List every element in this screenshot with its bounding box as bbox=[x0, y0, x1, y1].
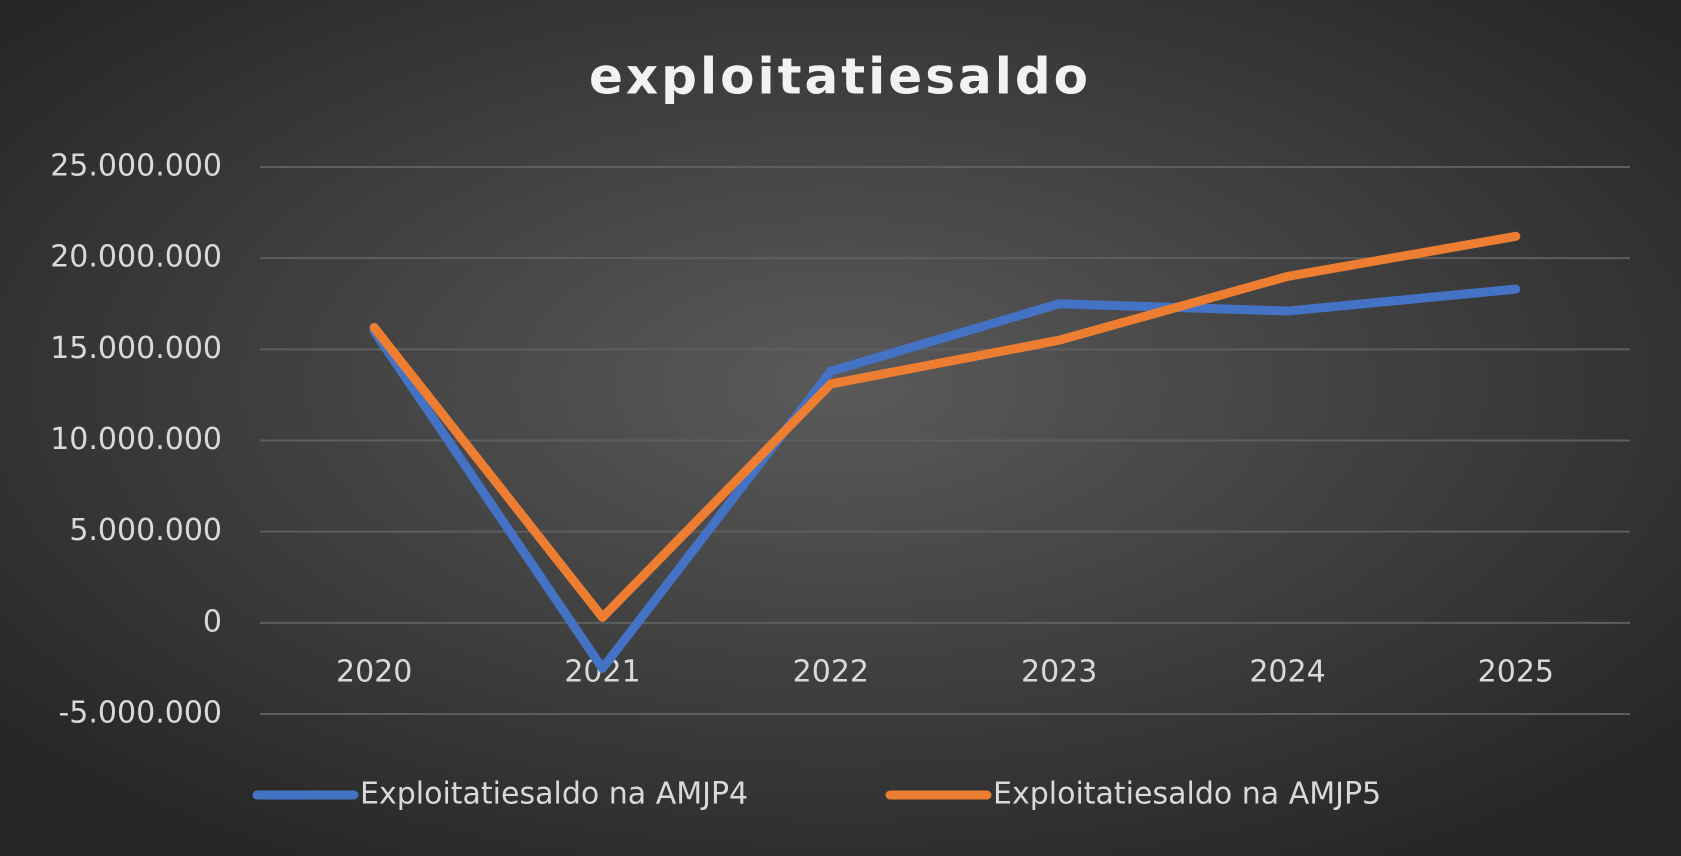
series-line bbox=[369, 284, 1521, 673]
y-tick-label: -5.000.000 bbox=[58, 696, 222, 731]
y-tick-label: 25.000.000 bbox=[50, 149, 222, 184]
x-tick-label: 2025 bbox=[1478, 654, 1554, 689]
x-tick-label: 2024 bbox=[1249, 654, 1325, 689]
series-line bbox=[369, 231, 1521, 622]
y-tick-label: 15.000.000 bbox=[50, 331, 222, 366]
legend-label: Exploitatiesaldo na AMJP4 bbox=[360, 777, 748, 812]
y-tick-label: 20.000.000 bbox=[50, 240, 222, 275]
legend-label: Exploitatiesaldo na AMJP5 bbox=[993, 777, 1381, 812]
x-tick-label: 2020 bbox=[336, 654, 412, 689]
y-tick-label: 5.000.000 bbox=[69, 513, 222, 548]
chart-title: exploitatiesaldo bbox=[589, 48, 1091, 106]
y-tick-label: 0 bbox=[203, 604, 222, 639]
x-tick-label: 2022 bbox=[793, 654, 869, 689]
x-tick-label: 2023 bbox=[1021, 654, 1097, 689]
y-tick-label: 10.000.000 bbox=[50, 422, 222, 457]
